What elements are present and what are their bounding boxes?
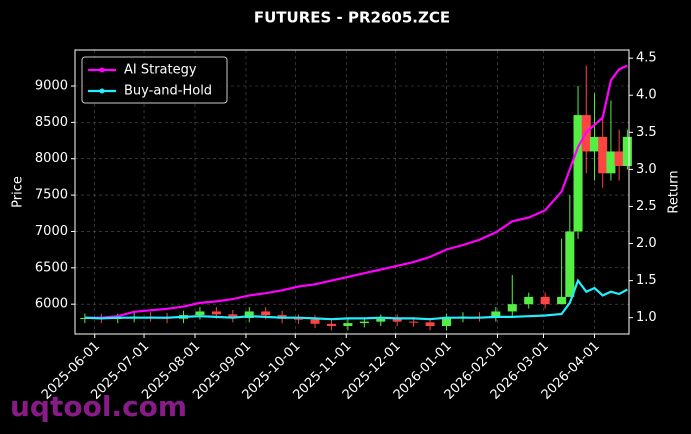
legend-box xyxy=(81,56,228,104)
y-tick-label: 6500 xyxy=(35,260,68,275)
y2-tick-label: 3.5 xyxy=(636,125,657,140)
y2-tick-label: 3.0 xyxy=(636,162,657,177)
candle-body xyxy=(606,151,616,174)
return-line xyxy=(84,278,628,321)
candle-body xyxy=(228,314,238,318)
y2-tick-label: 4.5 xyxy=(636,51,657,66)
y2-tick-label: 1.0 xyxy=(636,310,657,325)
candle-body xyxy=(589,136,599,152)
candle-body xyxy=(343,323,353,326)
legend-label: AI Strategy xyxy=(124,63,197,78)
candle-body xyxy=(294,318,304,320)
candle-body xyxy=(565,231,575,297)
candle-body xyxy=(598,136,608,174)
candle-body xyxy=(392,318,402,322)
candle-body xyxy=(244,311,254,318)
legend-marker xyxy=(99,88,105,94)
candle-body xyxy=(80,318,90,319)
chart-title: FUTURES - PR2605.ZCE xyxy=(254,9,450,27)
candle-body xyxy=(557,296,567,305)
candle-body xyxy=(409,321,419,323)
candle-body xyxy=(326,323,336,326)
candle-body xyxy=(540,296,550,305)
candle-body xyxy=(425,322,435,326)
y-tick-label: 8000 xyxy=(35,151,68,166)
candle-body xyxy=(359,321,369,324)
legend-label: Buy-and-Hold xyxy=(124,84,212,99)
y2-tick-label: 2.5 xyxy=(636,199,657,214)
candle-body xyxy=(524,296,534,305)
candle-body xyxy=(507,304,517,312)
y2-axis-label: Return xyxy=(667,170,682,213)
return-line xyxy=(84,64,628,319)
y2-tick-label: 4.0 xyxy=(636,88,657,103)
candle-body xyxy=(195,311,205,316)
y-axis-label: Price xyxy=(11,176,26,208)
candle-body xyxy=(261,311,271,316)
candle-body xyxy=(310,319,320,324)
y-tick-label: 7500 xyxy=(35,188,68,203)
candle-body xyxy=(442,318,452,326)
candle-body xyxy=(211,311,221,315)
y2-tick-label: 2.0 xyxy=(636,236,657,251)
candle-body xyxy=(491,311,501,318)
y-tick-label: 9000 xyxy=(35,79,68,94)
candle-body xyxy=(376,318,386,322)
y-tick-label: 6000 xyxy=(35,297,68,312)
candle-body xyxy=(573,115,583,232)
legend-marker xyxy=(99,67,105,73)
candle-body xyxy=(614,151,624,166)
plot-frame xyxy=(74,49,630,335)
y-tick-label: 8500 xyxy=(35,115,68,130)
watermark: uqtool.com xyxy=(10,390,187,423)
y2-tick-label: 1.5 xyxy=(636,273,657,288)
y-tick-label: 7000 xyxy=(35,224,68,239)
candle-body xyxy=(622,136,632,166)
